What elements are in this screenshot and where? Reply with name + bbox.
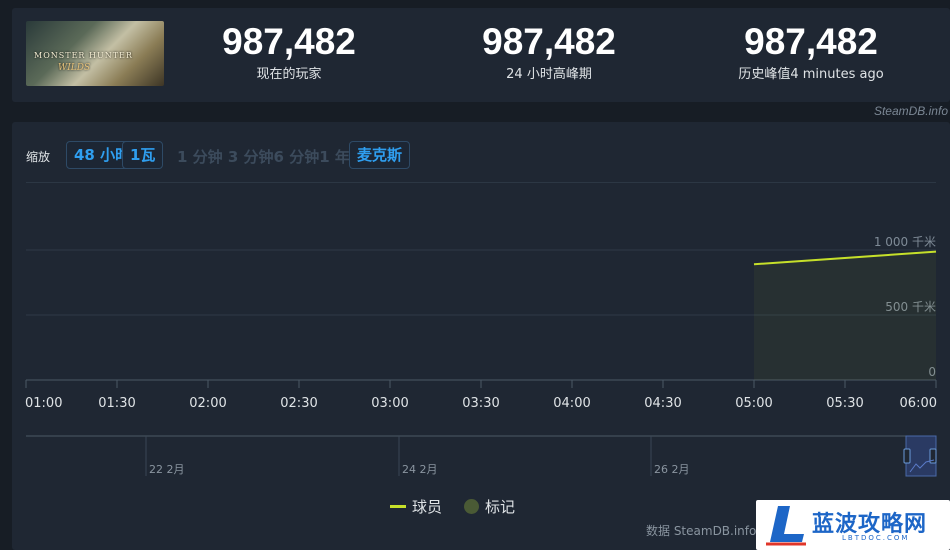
x-tick-label: 04:00 bbox=[553, 396, 590, 411]
zoom-1w-button[interactable]: 1瓦 bbox=[122, 141, 164, 169]
stat-label: 历史峰值4 minutes ago bbox=[738, 67, 884, 82]
zoom-divider bbox=[26, 182, 936, 183]
legend-dot-swatch bbox=[464, 499, 480, 514]
y-tick-label: 500 千米 bbox=[885, 300, 936, 314]
legend-label: 球员 bbox=[412, 498, 443, 516]
navigator-date-label: 26 2月 bbox=[654, 463, 690, 476]
legend-item-markers[interactable]: 标记 bbox=[464, 496, 515, 517]
series-area bbox=[754, 251, 936, 380]
zoom-max-button[interactable]: 麦克斯 bbox=[349, 141, 411, 169]
watermark-logo-icon bbox=[766, 506, 806, 546]
navigator-date-label: 24 2月 bbox=[402, 463, 438, 476]
steamdb-credit-link[interactable]: SteamDB.info bbox=[873, 104, 948, 118]
stat-value: 987,482 bbox=[744, 21, 878, 62]
legend-line-swatch bbox=[390, 505, 406, 508]
x-tick-label: 03:00 bbox=[371, 396, 408, 411]
data-credit: 数据 SteamDB.info bbox=[646, 524, 757, 538]
chart-panel bbox=[12, 122, 950, 550]
chart-legend: 球员 标记 bbox=[390, 496, 537, 517]
game-logo[interactable]: MONSTER HUNTER WILDS bbox=[26, 21, 164, 86]
legend-item-players[interactable]: 球员 bbox=[390, 496, 442, 517]
x-tick-label: 02:00 bbox=[189, 396, 226, 411]
x-tick-label: 04:30 bbox=[644, 396, 681, 411]
watermark-subtext: LBTDOC.COM bbox=[842, 534, 910, 542]
x-tick-label: 01:00 bbox=[25, 396, 62, 411]
stat-label: 现在的玩家 bbox=[256, 67, 322, 82]
x-tick-label: 06:00 bbox=[900, 396, 937, 411]
logo-text: MONSTER HUNTER bbox=[34, 51, 133, 60]
y-tick-label: 1 000 千米 bbox=[874, 235, 936, 249]
x-tick-label: 05:00 bbox=[735, 396, 772, 411]
stat-label: 24 小时高峰期 bbox=[506, 67, 592, 82]
navigator-handle-left[interactable] bbox=[903, 448, 911, 464]
navigator-date-label: 22 2月 bbox=[149, 463, 185, 476]
stat-current-players: 987,482 现在的玩家 bbox=[204, 21, 374, 83]
x-tick-label: 02:30 bbox=[280, 396, 317, 411]
stat-value: 987,482 bbox=[482, 21, 616, 62]
legend-label: 标记 bbox=[485, 498, 516, 516]
x-tick-label: 05:30 bbox=[826, 396, 863, 411]
navigator-series-line bbox=[909, 459, 935, 473]
stat-value: 987,482 bbox=[222, 21, 356, 62]
y-tick-label: 0 bbox=[928, 365, 936, 379]
stats-panel: MONSTER HUNTER WILDS 987,482 现在的玩家 987,4… bbox=[12, 8, 950, 102]
stat-24h-peak: 987,482 24 小时高峰期 bbox=[464, 21, 634, 83]
watermark: 蓝波攻略网 LBTDOC.COM bbox=[756, 500, 950, 550]
logo-subtitle: WILDS bbox=[58, 63, 91, 73]
player-count-chart[interactable]: 0 500 千米 1 000 千米 01:00 01:30 02:00 02:30 03:00… bbox=[0, 184, 950, 424]
zoom-label: 缩放 bbox=[26, 150, 51, 164]
stat-all-time-peak: 987,482 历史峰值4 minutes ago bbox=[726, 21, 896, 83]
zoom-disabled-options: 1 分钟 3 分钟6 分钟1 年 bbox=[177, 148, 350, 166]
watermark-text: 蓝波攻略网 bbox=[812, 512, 928, 537]
series-line-players bbox=[753, 250, 937, 266]
x-tick-label: 03:30 bbox=[462, 396, 499, 411]
navigator-handle-right[interactable] bbox=[929, 448, 937, 464]
x-tick-label: 01:30 bbox=[98, 396, 135, 411]
chart-navigator[interactable]: 22 2月 24 2月 26 2月 bbox=[0, 432, 950, 482]
